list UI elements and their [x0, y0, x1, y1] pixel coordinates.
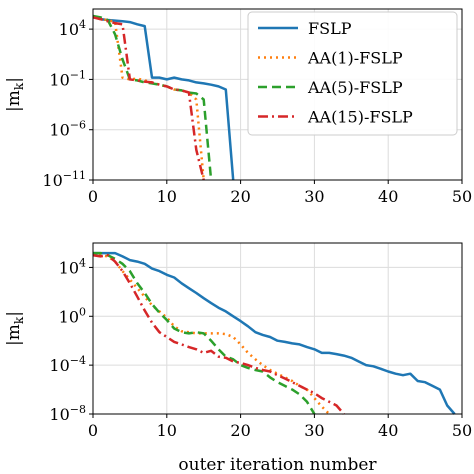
- x-tick-label: 30: [304, 187, 324, 206]
- x-tick-label: 10: [157, 421, 177, 440]
- x-axis-label: outer iteration number: [178, 455, 377, 474]
- x-tick-label: 10: [157, 187, 177, 206]
- legend-label: AA(15)-FSLP: [307, 108, 413, 127]
- y-tick-label: 10−4: [49, 354, 86, 375]
- y-tick-label: 10−1: [49, 68, 86, 89]
- x-tick-label: 40: [378, 421, 398, 440]
- x-tick-label: 30: [304, 421, 324, 440]
- y-tick-label: 10−11: [42, 169, 86, 190]
- x-tick-label: 0: [88, 421, 98, 440]
- x-tick-label: 50: [452, 421, 472, 440]
- legend-box: [247, 11, 458, 136]
- y-axis-label: |mk|: [4, 311, 26, 346]
- series-line-aa-15-fslp: [93, 253, 345, 415]
- y-tick-label: 10−8: [49, 403, 86, 424]
- legend-label: AA(1)-FSLP: [307, 49, 403, 68]
- series-line-aa-15-fslp: [93, 16, 205, 181]
- y-axis-label: |mk|: [4, 77, 26, 112]
- x-tick-label: 20: [230, 187, 250, 206]
- series-line-fslp: [93, 14, 235, 181]
- legend: FSLP AA(1)-FSLP AA(5)-FSLP AA(15)-FSLP: [247, 11, 458, 136]
- legend-label: AA(5)-FSLP: [307, 78, 403, 97]
- y-tick-label: 10−6: [49, 119, 86, 140]
- bottom-convergence-plot: 0 10 20 30 40 50 104 100 10−4 10−8 |mk| outer itera…: [4, 242, 472, 474]
- plot-frame: [92, 242, 463, 415]
- series-line-fslp: [93, 251, 456, 415]
- x-tick-label: 0: [88, 187, 98, 206]
- series-line-aa-1-fslp: [93, 253, 331, 415]
- y-tick-label: 104: [59, 18, 86, 39]
- y-tick-label: 100: [59, 305, 86, 326]
- x-tick-label: 40: [378, 187, 398, 206]
- x-tick-label: 20: [230, 421, 250, 440]
- top-convergence-plot: 0 10 20 30 40 50 104 10−1 10−6 10−11 |mk| FSLP AA(1)…: [4, 8, 472, 206]
- x-tick-label: 50: [452, 187, 472, 206]
- legend-label: FSLP: [308, 19, 352, 38]
- y-tick-label: 104: [59, 256, 86, 277]
- series-line-aa-5-fslp: [93, 251, 316, 415]
- series-line-aa-1-fslp: [93, 14, 205, 181]
- plot-frame: [92, 8, 463, 181]
